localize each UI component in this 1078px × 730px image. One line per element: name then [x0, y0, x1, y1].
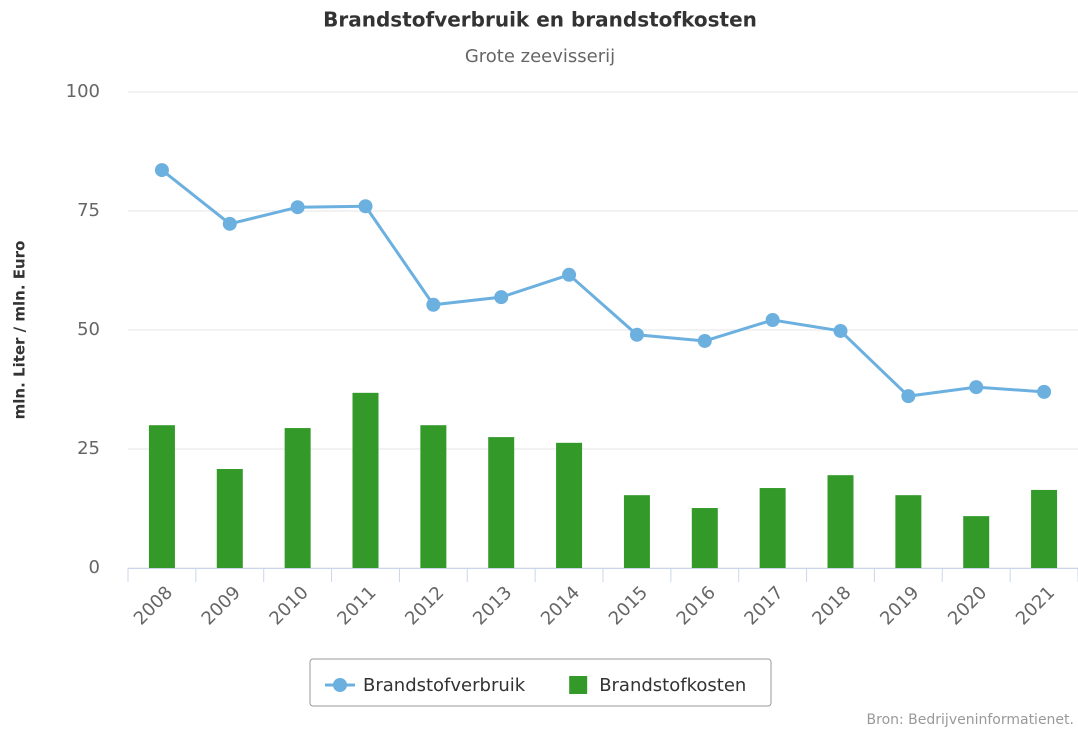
x-tick-label: 2017 [740, 582, 787, 629]
legend-label: Brandstofkosten [599, 675, 746, 696]
point [426, 297, 441, 312]
point [154, 163, 169, 178]
x-tick-label: 2014 [537, 582, 584, 629]
bar [623, 495, 650, 568]
point [901, 389, 916, 404]
x-tick-label: 2010 [265, 582, 312, 629]
bar [556, 442, 583, 568]
legend-label: Brandstofverbruik [363, 675, 526, 696]
point [697, 333, 712, 348]
y-axis-label: mln. Liter / mln. Euro [11, 241, 29, 420]
point [765, 313, 780, 328]
x-tick-label: 2012 [401, 582, 448, 629]
bar [488, 437, 515, 568]
y-tick-label: 100 [66, 81, 100, 102]
point [358, 199, 373, 214]
y-tick-label: 0 [89, 557, 100, 578]
x-tick-label: 2015 [605, 582, 652, 629]
point [833, 323, 848, 338]
point [1037, 384, 1052, 399]
x-tick-label: 2011 [333, 582, 380, 629]
chart-title: Brandstofverbruik en brandstofkosten [323, 8, 757, 32]
point [494, 290, 509, 305]
bar [963, 516, 990, 568]
y-tick-label: 75 [77, 200, 100, 221]
chart-subtitle: Grote zeevisserij [465, 46, 615, 67]
point [290, 200, 305, 215]
bar [148, 425, 175, 568]
bar [1031, 489, 1058, 568]
legend-marker [569, 676, 588, 694]
point [222, 216, 237, 231]
point [629, 327, 644, 342]
bar [284, 428, 311, 568]
bar [827, 475, 854, 568]
bar [895, 495, 922, 568]
x-tick-label: 2016 [673, 582, 720, 629]
x-tick-label: 2018 [808, 582, 855, 629]
bar [352, 392, 379, 568]
x-tick-label: 2020 [944, 582, 991, 629]
y-tick-label: 25 [77, 438, 100, 459]
x-tick-label: 2008 [130, 582, 177, 629]
line [160, 168, 1045, 398]
bar [691, 508, 718, 568]
legend-marker [333, 678, 347, 692]
x-tick-label: 2013 [469, 582, 516, 629]
x-tick-label: 2019 [876, 582, 923, 629]
legend-box [309, 658, 772, 707]
y-tick-label: 50 [77, 319, 100, 340]
bar [216, 468, 243, 568]
x-tick-label: 2021 [1012, 582, 1059, 629]
source: Bron: Bedrijveninformatienet. [867, 712, 1074, 728]
bar [420, 425, 447, 568]
point [562, 267, 577, 282]
x-tick-label: 2009 [198, 582, 245, 629]
point [969, 380, 984, 395]
bar [759, 488, 786, 568]
